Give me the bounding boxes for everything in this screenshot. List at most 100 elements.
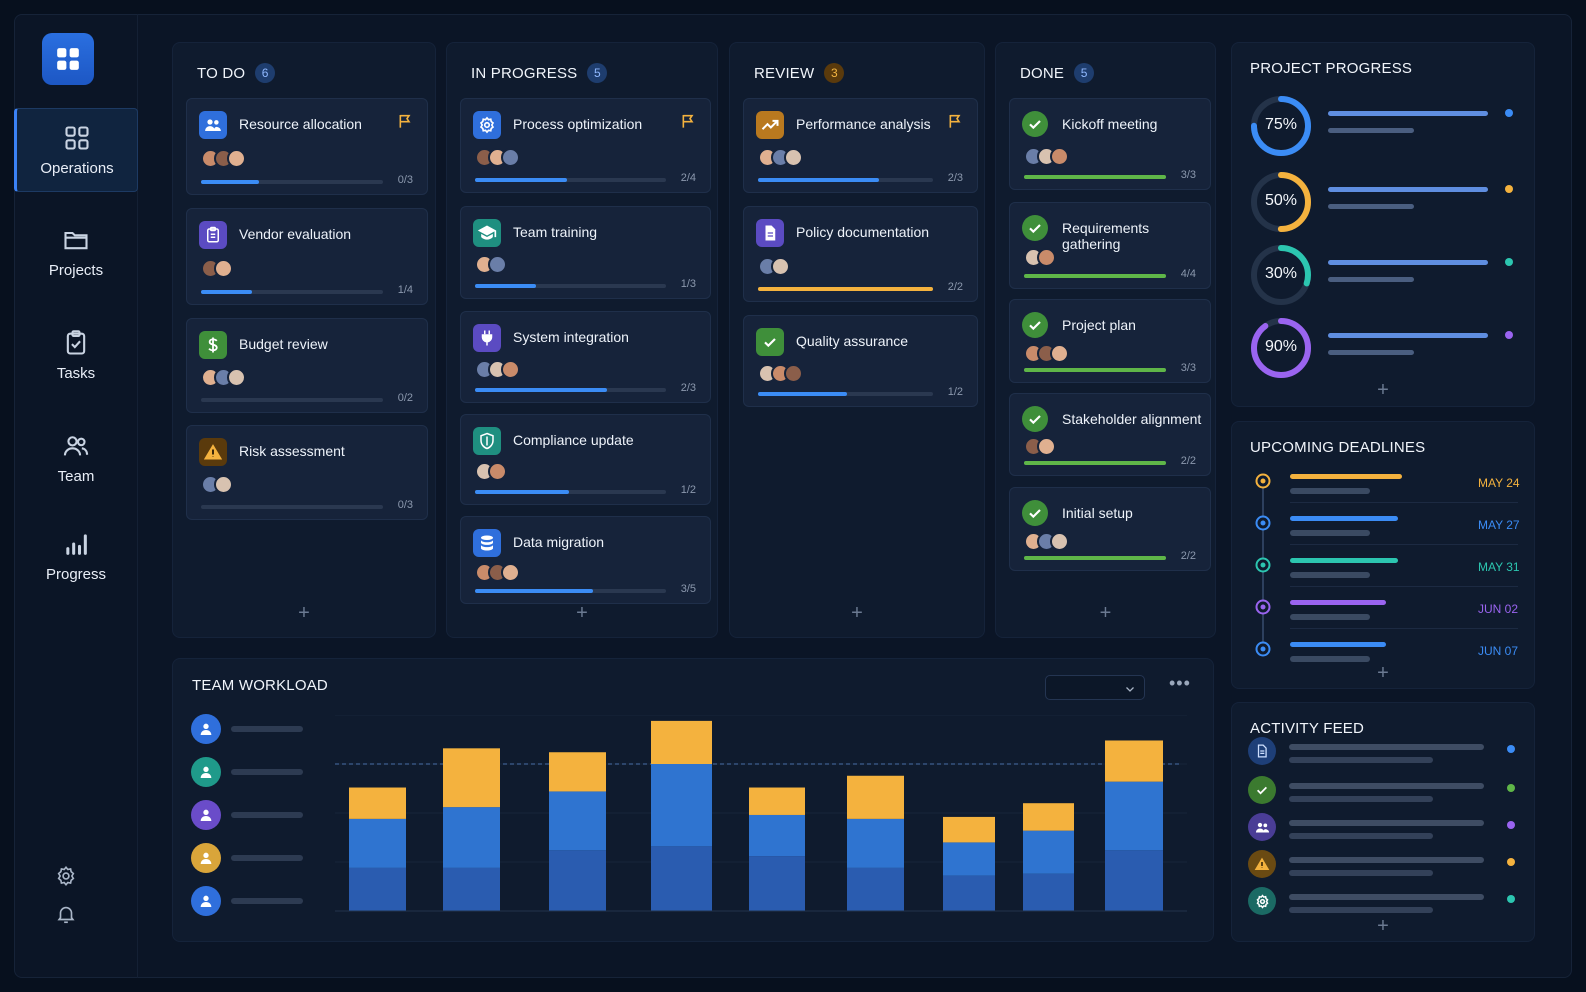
add-card-button[interactable]: + [576, 602, 588, 624]
task-title: Project plan [1062, 317, 1136, 333]
add-card-button[interactable]: + [1099, 602, 1112, 624]
task-card[interactable]: Budget review 0/2 [186, 318, 428, 413]
timeline-marker [1255, 557, 1271, 573]
workload-bar-segment [943, 875, 995, 911]
task-title: Performance analysis [796, 116, 931, 132]
sidebar-item-label: Progress [45, 565, 107, 583]
bell-icon [57, 906, 75, 924]
deadline-bar [1290, 516, 1398, 521]
task-card[interactable]: Initial setup 2/2 [1009, 487, 1211, 571]
project-bar-secondary [1328, 128, 1414, 133]
task-card[interactable]: Stakeholder alignment 2/2 [1009, 393, 1211, 476]
status-dot [1507, 895, 1515, 903]
assignee-avatars [758, 364, 803, 383]
dollar-icon [199, 331, 227, 359]
progress-count: 2/3 [680, 382, 696, 394]
avatar [501, 360, 520, 379]
avatar [488, 462, 507, 481]
workload-bar-segment [1105, 740, 1163, 782]
sidebar-item-tasks[interactable]: Tasks [14, 313, 138, 397]
task-card[interactable]: Team training 1/3 [460, 206, 711, 299]
task-card[interactable]: Requirements gathering 4/4 [1009, 202, 1211, 289]
task-card[interactable]: Policy documentation 2/2 [743, 206, 978, 302]
progress-count: 1/2 [947, 386, 963, 398]
progress-fill [758, 392, 848, 396]
progress-ring [1251, 318, 1311, 378]
app-logo[interactable] [42, 33, 94, 85]
progress-bar [201, 180, 383, 184]
sidebar-item-label: Team [57, 467, 95, 485]
activity-line [1289, 857, 1484, 863]
database-icon [473, 529, 501, 557]
kanban-column: DONE 5 Kickoff meeting 3/3 Requirements gath… [995, 42, 1216, 638]
clipboard-icon [199, 221, 227, 249]
task-card[interactable]: Compliance update 1/2 [460, 414, 711, 505]
assignee-avatars [201, 259, 233, 278]
activity-line-secondary [1289, 796, 1433, 802]
panel-title: TEAM WORKLOAD [192, 677, 328, 694]
task-card[interactable]: Performance analysis 2/3 [743, 98, 978, 193]
deadline-bar-secondary [1290, 488, 1370, 494]
bar-chart-icon [66, 533, 87, 555]
column-title: REVIEW [754, 64, 815, 82]
progress-percent: 90% [1264, 338, 1298, 355]
activity-feed-panel: ACTIVITY FEED + [1231, 702, 1535, 942]
workload-bar-segment [847, 818, 904, 868]
avatar [501, 563, 520, 582]
progress-ring-arc [1251, 245, 1311, 305]
sidebar-item-projects[interactable]: Projects [14, 210, 138, 294]
workload-bar-segment [443, 867, 500, 911]
team-workload-panel: TEAM WORKLOAD ••• [172, 658, 1214, 942]
assignee-avatars [475, 360, 520, 379]
workload-bar-segment [651, 720, 712, 764]
project-bar-secondary [1328, 204, 1414, 209]
progress-percent: 30% [1264, 265, 1298, 282]
deadline-bar-secondary [1290, 656, 1370, 662]
task-card[interactable]: Quality assurance 1/2 [743, 315, 978, 407]
add-activity-button[interactable]: + [1377, 915, 1389, 937]
progress-bar [1024, 461, 1166, 465]
sidebar-item-team[interactable]: Team [14, 416, 138, 500]
task-title: Budget review [239, 336, 328, 352]
avatar [227, 149, 246, 168]
notifications-button[interactable] [52, 900, 80, 928]
upcoming-deadlines-panel: UPCOMING DEADLINES MAY 24 MAY 27 MAY 31 JUN… [1231, 421, 1535, 689]
assignee-avatars [758, 257, 790, 276]
settings-button[interactable] [52, 862, 80, 890]
more-options-button[interactable]: ••• [1169, 673, 1191, 693]
flag-icon[interactable] [397, 113, 413, 134]
progress-count: 2/2 [1180, 455, 1196, 467]
task-card[interactable]: Vendor evaluation 1/4 [186, 208, 428, 305]
user-icon [191, 757, 221, 787]
member-name-placeholder [231, 812, 303, 818]
workload-filter-select[interactable] [1045, 675, 1145, 700]
workload-bar-segment [549, 791, 606, 851]
avatar [1050, 147, 1069, 166]
add-deadline-button[interactable]: + [1377, 662, 1389, 684]
add-card-button[interactable]: + [298, 602, 310, 624]
flag-icon[interactable] [947, 113, 963, 134]
task-card[interactable]: System integration 2/3 [460, 311, 711, 403]
user-icon [191, 843, 221, 873]
progress-bar [201, 398, 383, 402]
task-card[interactable]: Kickoff meeting 3/3 [1009, 98, 1211, 190]
task-card[interactable]: Project plan 3/3 [1009, 299, 1211, 383]
task-card[interactable]: Process optimization 2/4 [460, 98, 711, 193]
workload-bar-segment [1105, 850, 1163, 911]
sidebar-item-progress[interactable]: Progress [14, 514, 138, 598]
column-header: REVIEW 3 [754, 63, 845, 83]
add-project-button[interactable]: + [1377, 379, 1389, 401]
avatar [488, 255, 507, 274]
column-header: IN PROGRESS 5 [471, 63, 608, 83]
sidebar-item-operations[interactable]: Operations [14, 108, 138, 192]
task-card[interactable]: Data migration 3/5 [460, 516, 711, 604]
task-card[interactable]: Resource allocation 0/3 [186, 98, 428, 195]
member-name-placeholder [231, 898, 303, 904]
add-card-button[interactable]: + [851, 602, 863, 624]
deadline-bar [1290, 474, 1402, 479]
assignee-avatars [1024, 344, 1069, 363]
check-icon [1022, 312, 1048, 338]
task-card[interactable]: Risk assessment 0/3 [186, 425, 428, 520]
deadline-date: JUN 02 [1478, 602, 1519, 616]
flag-icon[interactable] [680, 113, 696, 134]
